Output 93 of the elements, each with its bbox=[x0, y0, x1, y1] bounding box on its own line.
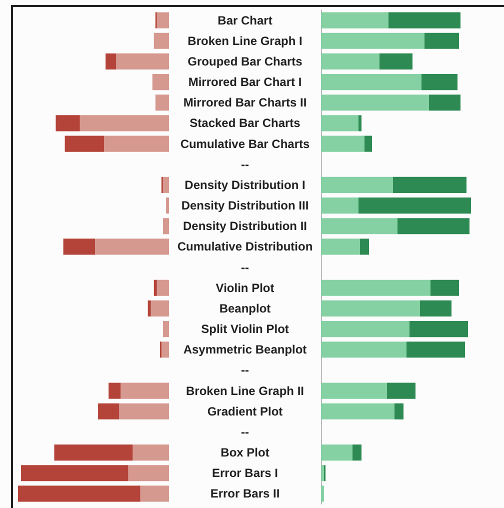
bar bbox=[120, 382, 169, 399]
bar bbox=[321, 280, 430, 296]
bar bbox=[410, 321, 468, 338]
bar bbox=[321, 321, 410, 338]
bar bbox=[321, 382, 387, 399]
bar bbox=[95, 238, 169, 255]
bar bbox=[420, 300, 452, 316]
bar bbox=[321, 176, 393, 193]
bar bbox=[156, 280, 169, 296]
y-tick-label: -- bbox=[241, 260, 249, 274]
y-tick-label: Mirrored Bar Charts II bbox=[183, 96, 307, 110]
bar bbox=[321, 465, 324, 482]
bar bbox=[321, 403, 394, 420]
bar bbox=[429, 94, 460, 111]
bar bbox=[321, 53, 380, 70]
bar bbox=[394, 403, 404, 420]
bar bbox=[162, 218, 169, 234]
y-tick-label: Cumulative Bar Charts bbox=[180, 136, 310, 151]
bar bbox=[64, 136, 104, 152]
bar bbox=[21, 465, 128, 482]
bar bbox=[352, 444, 362, 461]
bar bbox=[424, 32, 459, 49]
y-tick-label: Box Plot bbox=[220, 446, 270, 460]
y-tick-label: Cumulative Distribution bbox=[177, 240, 313, 254]
bar bbox=[321, 444, 352, 461]
bar bbox=[360, 238, 369, 255]
bar bbox=[321, 218, 398, 234]
bar bbox=[364, 136, 372, 152]
bar bbox=[393, 176, 466, 193]
bar bbox=[406, 342, 465, 358]
bar bbox=[18, 486, 140, 502]
y-tick-label: Density Distribution II bbox=[182, 219, 308, 234]
bar bbox=[154, 280, 157, 296]
bar bbox=[422, 74, 458, 90]
bar bbox=[155, 94, 169, 111]
bar bbox=[56, 115, 80, 132]
y-tick-label: -- bbox=[241, 424, 249, 439]
y-tick-label: Error Bars II bbox=[210, 486, 280, 501]
bar bbox=[106, 53, 116, 70]
bar bbox=[140, 486, 169, 502]
bar bbox=[321, 198, 358, 214]
y-tick-label: Asymmetric Beanplot bbox=[183, 342, 307, 357]
bar bbox=[154, 32, 169, 49]
bar bbox=[321, 74, 422, 90]
bar bbox=[387, 382, 416, 399]
bar bbox=[152, 74, 169, 90]
y-tick-label: Mirrored Bar Chart I bbox=[188, 75, 302, 90]
bar bbox=[161, 342, 169, 358]
y-tick-label: -- bbox=[241, 157, 249, 172]
y-tick-label: Stacked Bar Charts bbox=[190, 116, 301, 130]
bar bbox=[321, 94, 429, 111]
bar bbox=[321, 238, 360, 255]
bar bbox=[162, 321, 169, 338]
bar bbox=[358, 198, 471, 214]
bar bbox=[321, 115, 358, 132]
bar bbox=[98, 403, 120, 420]
bar bbox=[321, 300, 420, 316]
y-tick-label: Density Distribution I bbox=[184, 178, 306, 192]
bar bbox=[150, 300, 169, 316]
bar bbox=[321, 32, 424, 49]
bar bbox=[156, 12, 169, 28]
bar bbox=[398, 218, 470, 234]
bar bbox=[104, 136, 169, 152]
y-tick-label: Broken Line Graph I bbox=[188, 34, 302, 48]
bar bbox=[321, 486, 324, 502]
y-tick-label: -- bbox=[241, 363, 249, 378]
bar bbox=[162, 176, 169, 193]
y-tick-label: Split Violin Plot bbox=[201, 322, 289, 336]
bar bbox=[80, 115, 169, 132]
y-tick-label: Gradient Plot bbox=[207, 404, 283, 418]
y-tick-label: Beanplot bbox=[219, 301, 271, 316]
bar bbox=[166, 198, 169, 214]
bar bbox=[358, 115, 362, 132]
bar bbox=[321, 12, 388, 28]
y-tick-label: Grouped Bar Charts bbox=[188, 54, 303, 68]
bar bbox=[388, 12, 460, 28]
y-tick-label: Error Bars I bbox=[212, 466, 278, 480]
bar bbox=[128, 465, 169, 482]
y-tick-label: Violin Plot bbox=[216, 280, 274, 295]
y-tick-label: Broken Line Graph II bbox=[186, 384, 304, 398]
bar bbox=[321, 136, 364, 152]
bar bbox=[108, 382, 121, 399]
bar bbox=[380, 53, 412, 70]
bar bbox=[132, 444, 169, 461]
y-tick-label: Density Distribution III bbox=[181, 198, 309, 213]
bar bbox=[119, 403, 169, 420]
bar bbox=[148, 300, 151, 316]
y-tick-label: Bar Chart bbox=[218, 13, 272, 28]
bar bbox=[321, 342, 406, 358]
bar bbox=[63, 238, 96, 255]
bar bbox=[116, 53, 169, 70]
bar bbox=[54, 444, 133, 461]
bar bbox=[430, 280, 459, 296]
